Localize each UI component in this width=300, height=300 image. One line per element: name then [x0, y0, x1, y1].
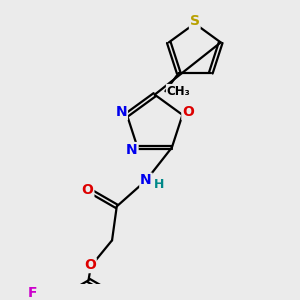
Text: S: S	[190, 14, 200, 28]
Text: O: O	[82, 183, 94, 197]
Text: N: N	[126, 143, 138, 157]
Text: O: O	[84, 258, 96, 272]
Text: CH₃: CH₃	[167, 85, 190, 98]
Text: O: O	[182, 106, 194, 119]
Text: N: N	[116, 106, 127, 119]
Text: N: N	[140, 173, 152, 188]
Text: H: H	[154, 178, 164, 191]
Text: F: F	[28, 286, 38, 300]
